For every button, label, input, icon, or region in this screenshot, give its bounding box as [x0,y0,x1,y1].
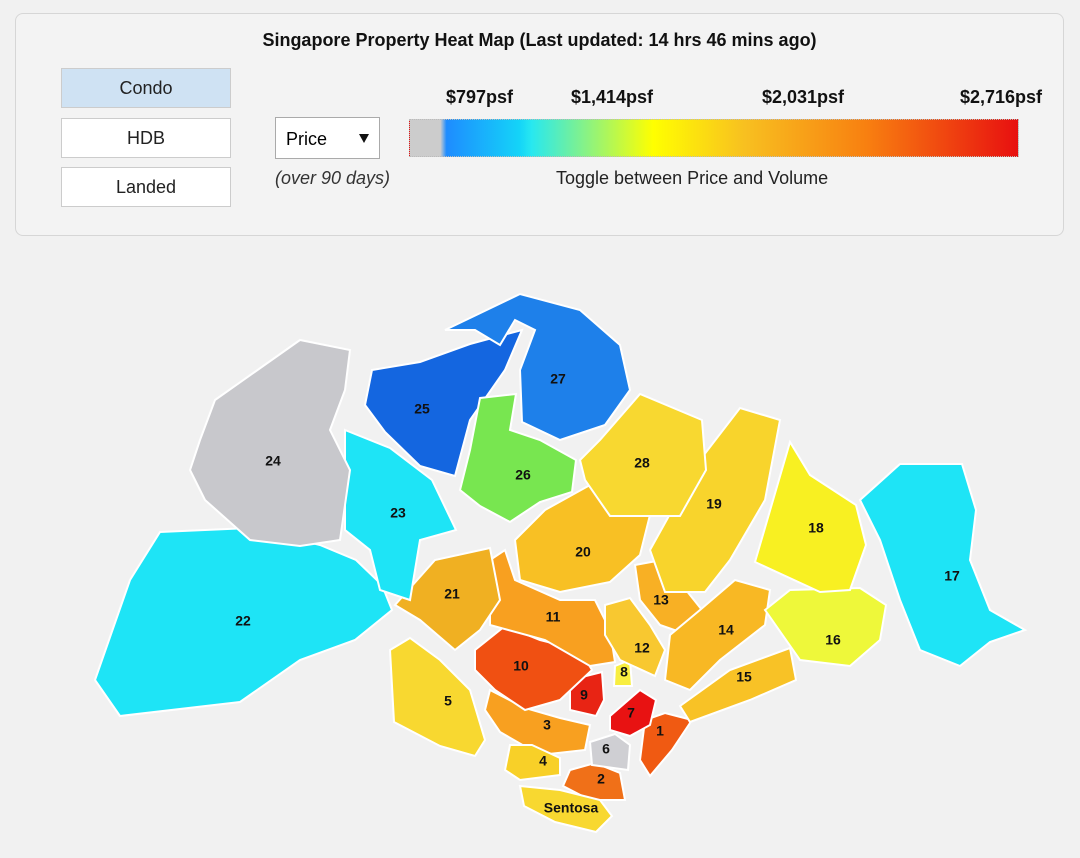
district[interactable] [458,392,578,524]
metric-select[interactable]: Price [275,117,380,159]
district-label: 17 [944,568,960,584]
type-button[interactable]: Condo [61,68,231,108]
legend-label: $2,716psf [960,87,1043,107]
control-panel: Singapore Property Heat Map (Last update… [15,13,1064,236]
district[interactable] [588,732,632,772]
district[interactable] [663,578,772,692]
district[interactable] [609,688,658,738]
district-label: 5 [444,693,452,709]
district[interactable] [753,439,868,594]
district-label: 15 [736,669,752,685]
district-label: 4 [539,753,547,769]
legend-label: $2,031psf [762,87,845,107]
district[interactable] [483,688,592,757]
district-label: 8 [620,664,628,680]
legend-label: $1,414psf [571,87,654,107]
metric-note: (over 90 days) [275,168,391,188]
district[interactable] [388,636,487,758]
color-scale[interactable] [409,119,1019,157]
district[interactable] [858,463,1028,668]
district-label: 16 [825,632,841,648]
district-label: 25 [414,401,430,417]
district[interactable] [518,784,614,834]
dropdown-arrow [359,134,369,143]
title: Singapore Property Heat Map (Last update… [262,30,817,50]
district[interactable] [344,428,458,602]
district-label: 21 [444,586,460,602]
district[interactable] [638,711,694,778]
district[interactable] [763,586,888,668]
district[interactable] [188,338,352,548]
district[interactable] [578,392,708,517]
district-label: 3 [543,717,551,733]
district[interactable] [444,292,632,442]
district-label: 19 [706,496,722,512]
district-label: 1 [656,723,664,739]
type-button[interactable]: Landed [61,167,231,207]
district-label: 6 [602,741,610,757]
district-label: 23 [390,505,406,521]
district[interactable] [363,328,524,478]
district[interactable] [678,646,798,724]
district[interactable] [393,546,502,652]
district[interactable] [648,406,782,593]
district-label: 11 [546,609,561,625]
district-label: 27 [550,371,566,387]
legend-label: $797psf [446,87,514,107]
district-label: 28 [634,455,650,471]
district-label: 24 [265,453,281,469]
district-label: 12 [634,640,650,656]
legend-caption: Toggle between Price and Volume [556,168,829,188]
district-label: 22 [235,613,251,629]
district-label: 9 [580,687,588,703]
type-button[interactable]: HDB [61,118,231,158]
district-label: 13 [653,592,669,608]
district-label: 26 [515,467,531,483]
district-label: 10 [513,658,529,674]
district-label: 20 [575,544,591,560]
district-label: 14 [718,622,734,638]
district[interactable] [604,596,667,678]
metric-value: Price [286,129,328,149]
district-label: 7 [627,705,635,721]
district-label: Sentosa [544,800,599,816]
district-label: 18 [808,520,824,536]
district[interactable] [503,744,561,782]
district-label: 2 [597,771,605,787]
